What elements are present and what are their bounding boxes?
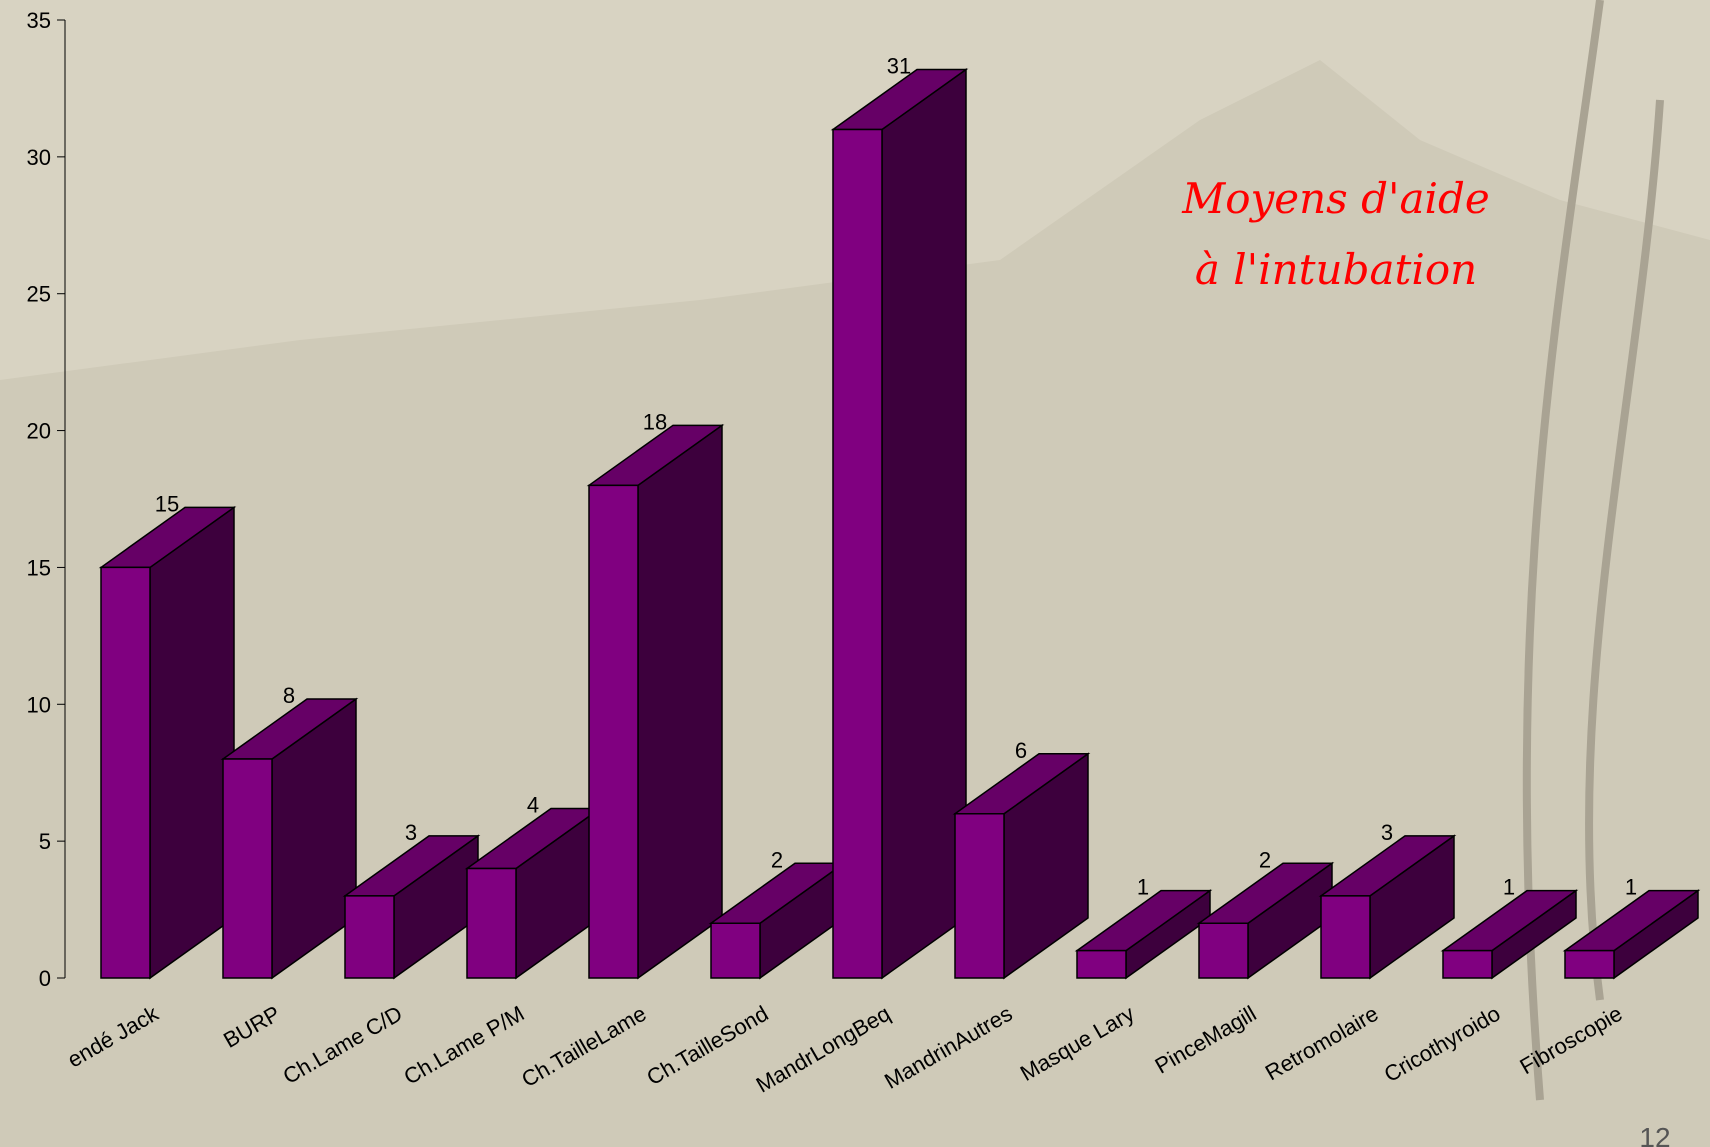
bar-front: [222, 758, 273, 979]
bar: [830, 68, 969, 980]
bar: [708, 861, 847, 980]
y-tick-label: 25: [27, 282, 51, 307]
bar-front: [832, 128, 883, 979]
value-label: 8: [283, 683, 295, 708]
value-label: 1: [1137, 875, 1149, 900]
bar-front: [1198, 922, 1249, 979]
bar-front: [710, 922, 761, 979]
bar-side: [881, 68, 967, 980]
bar: [1196, 861, 1335, 980]
bar-front: [344, 895, 395, 979]
bar: [1318, 834, 1457, 980]
y-tick-label: 35: [27, 8, 51, 33]
bar: [1074, 889, 1213, 980]
value-label: 31: [887, 53, 911, 78]
value-label: 1: [1503, 875, 1515, 900]
chart-title: à l'intubation: [1195, 245, 1477, 294]
page-number: 12: [1639, 1122, 1670, 1147]
y-tick-label: 15: [27, 555, 51, 580]
bar: [586, 423, 725, 980]
bar-side: [149, 505, 235, 980]
bar: [98, 505, 237, 980]
value-label: 1: [1625, 875, 1637, 900]
value-label: 15: [155, 491, 179, 516]
value-label: 3: [1381, 820, 1393, 845]
bar: [952, 752, 1091, 980]
value-label: 2: [1259, 847, 1271, 872]
value-label: 18: [643, 409, 667, 434]
y-tick-label: 0: [39, 966, 51, 991]
bar-front: [588, 484, 639, 979]
bar-front: [1564, 949, 1615, 979]
bar-front: [1442, 949, 1493, 979]
chart-title: Moyens d'aide: [1181, 174, 1489, 223]
bar: [464, 807, 603, 980]
bar: [1562, 889, 1701, 980]
value-label: 3: [405, 820, 417, 845]
bar-side: [637, 423, 723, 980]
y-tick-label: 10: [27, 692, 51, 717]
value-label: 4: [527, 793, 539, 818]
bar: [342, 834, 481, 980]
y-tick-label: 5: [39, 829, 51, 854]
bar: [1440, 889, 1579, 980]
bar-front: [1076, 949, 1127, 979]
bar-front: [100, 566, 151, 979]
y-tick-label: 30: [27, 145, 51, 170]
bar-front: [466, 867, 517, 979]
bar-front: [954, 813, 1005, 979]
value-label: 6: [1015, 738, 1027, 763]
y-tick-label: 20: [27, 419, 51, 444]
bar-front: [1320, 895, 1371, 979]
value-label: 2: [771, 847, 783, 872]
